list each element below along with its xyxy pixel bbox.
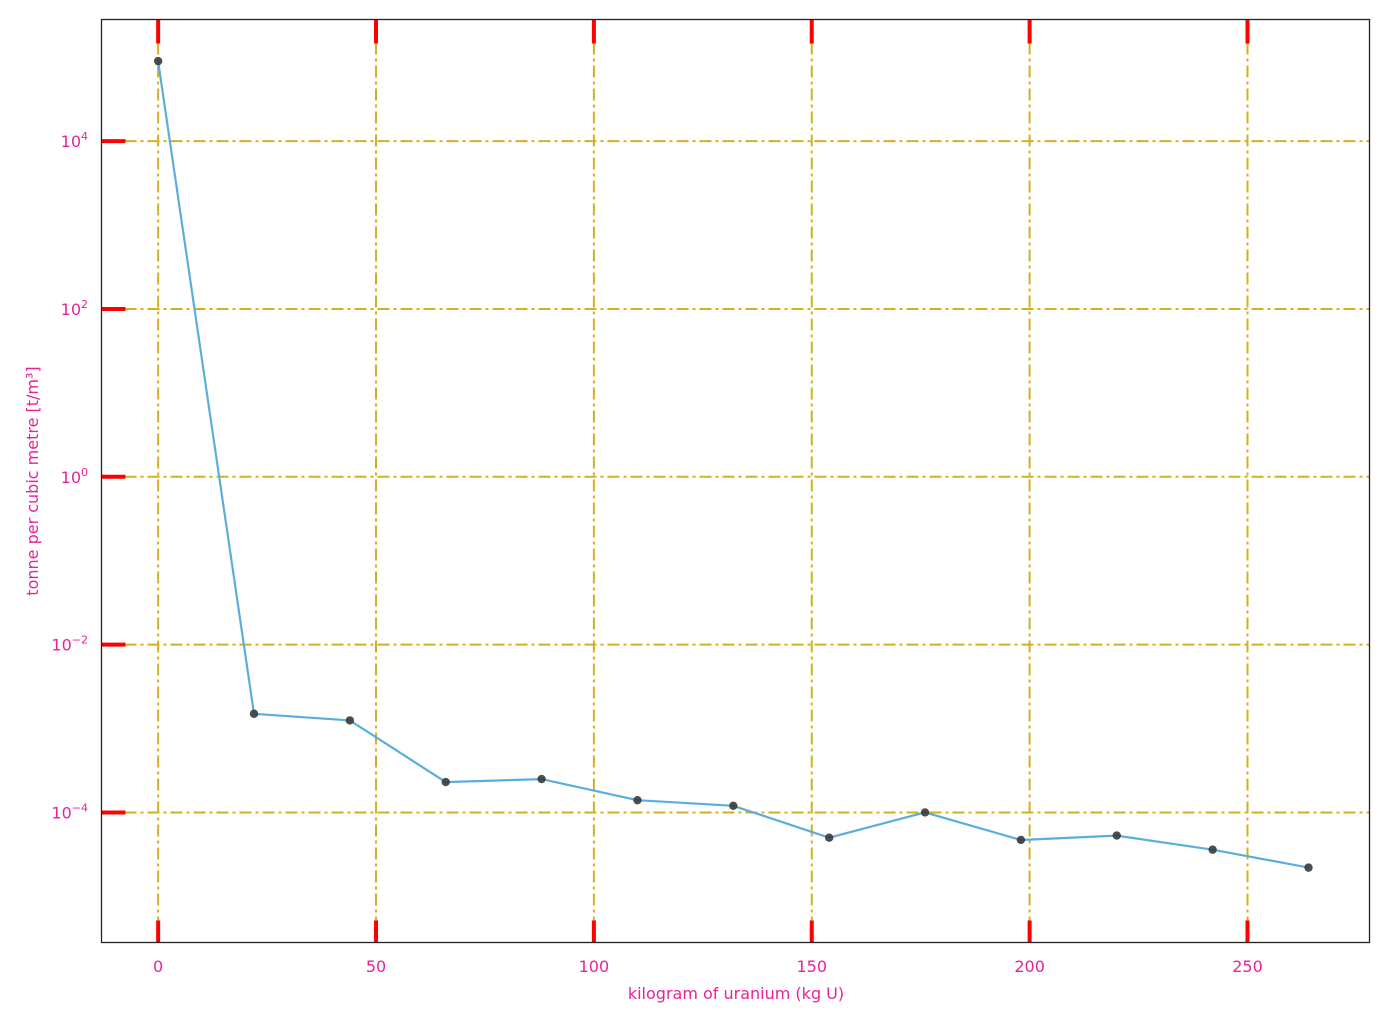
y-tick-label: 100 bbox=[61, 466, 88, 487]
x-tick-label: 150 bbox=[796, 957, 827, 976]
data-point bbox=[1208, 845, 1217, 854]
data-point bbox=[633, 795, 642, 805]
data-point bbox=[441, 777, 450, 787]
y-tick-label: 10−4 bbox=[51, 801, 88, 822]
x-tick-label: 100 bbox=[579, 957, 610, 976]
data-point bbox=[920, 808, 930, 817]
data-point bbox=[1304, 863, 1313, 872]
y-tick-label: 104 bbox=[61, 130, 88, 151]
data-point bbox=[824, 833, 834, 842]
grid-lines bbox=[101, 19, 1370, 943]
x-axis-title: kilogram of uranium (kg U) bbox=[628, 984, 844, 1003]
x-tick-label: 200 bbox=[1014, 957, 1045, 976]
data-point bbox=[537, 774, 546, 784]
tick-marks bbox=[101, 19, 1250, 943]
x-tick-labels: 0 50 100 150 200 250 bbox=[153, 957, 1263, 976]
plot-frame bbox=[100, 18, 1371, 944]
data-point bbox=[249, 709, 259, 718]
x-tick-label: 0 bbox=[153, 957, 163, 976]
data-point bbox=[153, 56, 163, 66]
y-tick-label: 10−2 bbox=[51, 634, 88, 655]
series-line bbox=[157, 60, 1309, 869]
y-axis-title: tonne per cubic metre [t/m³] bbox=[23, 366, 42, 595]
data-series bbox=[153, 56, 1313, 872]
data-point bbox=[1016, 835, 1026, 845]
data-point bbox=[345, 716, 355, 725]
data-point bbox=[729, 801, 738, 810]
x-tick-label: 250 bbox=[1232, 957, 1263, 976]
x-tick-label: 50 bbox=[366, 957, 386, 976]
data-point bbox=[1112, 831, 1121, 840]
y-tick-label: 102 bbox=[61, 298, 88, 319]
y-tick-labels: 104 102 100 10−2 10−4 bbox=[51, 130, 88, 822]
